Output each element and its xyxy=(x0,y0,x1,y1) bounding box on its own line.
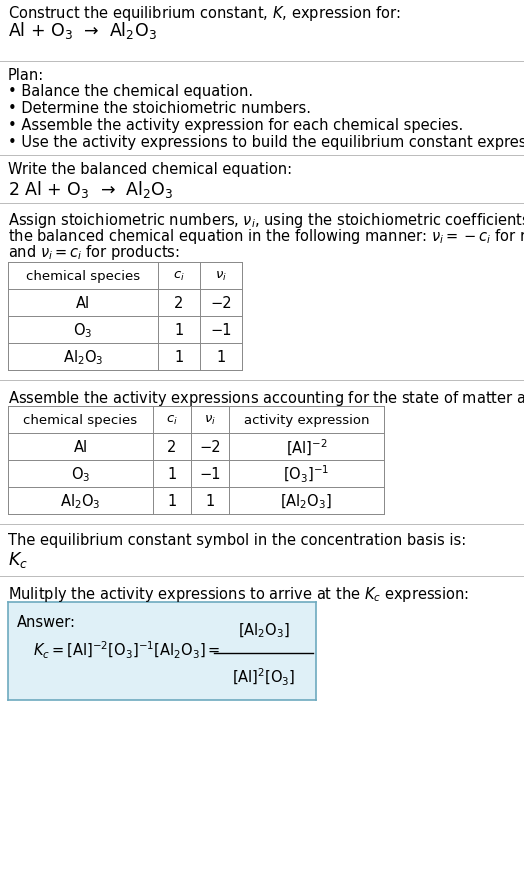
Text: Answer:: Answer: xyxy=(17,614,76,629)
Text: $[\mathrm{Al_2O_3}]$: $[\mathrm{Al_2O_3}]$ xyxy=(237,620,290,639)
Text: $K_c$: $K_c$ xyxy=(8,550,28,569)
Text: 1: 1 xyxy=(205,493,215,509)
Text: 2: 2 xyxy=(174,296,184,310)
Text: −1: −1 xyxy=(210,323,232,338)
Text: 1: 1 xyxy=(167,493,177,509)
Text: The equilibrium constant symbol in the concentration basis is:: The equilibrium constant symbol in the c… xyxy=(8,533,466,547)
Text: • Determine the stoichiometric numbers.: • Determine the stoichiometric numbers. xyxy=(8,101,311,116)
Text: Al$_2$O$_3$: Al$_2$O$_3$ xyxy=(60,492,101,510)
Text: −1: −1 xyxy=(199,467,221,482)
Text: 1: 1 xyxy=(167,467,177,482)
Text: $\nu_i$: $\nu_i$ xyxy=(215,270,227,283)
Text: $c_i$: $c_i$ xyxy=(173,270,185,283)
Text: [Al$_2$O$_3$]: [Al$_2$O$_3$] xyxy=(280,492,333,510)
Text: Al: Al xyxy=(76,296,90,310)
Text: • Balance the chemical equation.: • Balance the chemical equation. xyxy=(8,84,253,99)
Text: [Al]$^{-2}$: [Al]$^{-2}$ xyxy=(286,437,328,457)
Text: 2: 2 xyxy=(167,440,177,454)
Text: $[\mathrm{Al}]^2[\mathrm{O_3}]$: $[\mathrm{Al}]^2[\mathrm{O_3}]$ xyxy=(232,666,296,687)
Text: Construct the equilibrium constant, $K$, expression for:: Construct the equilibrium constant, $K$,… xyxy=(8,4,401,23)
Text: 2 Al + O$_3$  →  Al$_2$O$_3$: 2 Al + O$_3$ → Al$_2$O$_3$ xyxy=(8,179,173,199)
Text: $\nu_i$: $\nu_i$ xyxy=(204,414,216,426)
Text: O$_3$: O$_3$ xyxy=(73,321,93,340)
Text: $K_c = [\mathrm{Al}]^{-2}[\mathrm{O_3}]^{-1}[\mathrm{Al_2O_3}] = $: $K_c = [\mathrm{Al}]^{-2}[\mathrm{O_3}]^… xyxy=(32,639,220,660)
Text: 1: 1 xyxy=(174,323,183,338)
Text: Al$_2$O$_3$: Al$_2$O$_3$ xyxy=(63,348,103,367)
Text: Write the balanced chemical equation:: Write the balanced chemical equation: xyxy=(8,162,292,177)
Text: the balanced chemical equation in the following manner: $\nu_i = -c_i$ for react: the balanced chemical equation in the fo… xyxy=(8,227,524,246)
Text: Al: Al xyxy=(73,440,88,454)
Text: −2: −2 xyxy=(199,440,221,454)
Text: [O$_3$]$^{-1}$: [O$_3$]$^{-1}$ xyxy=(283,463,330,485)
Text: chemical species: chemical species xyxy=(24,414,138,426)
Text: • Use the activity expressions to build the equilibrium constant expression.: • Use the activity expressions to build … xyxy=(8,135,524,150)
Text: and $\nu_i = c_i$ for products:: and $\nu_i = c_i$ for products: xyxy=(8,243,180,262)
Text: Mulitply the activity expressions to arrive at the $K_c$ expression:: Mulitply the activity expressions to arr… xyxy=(8,585,469,603)
Text: 1: 1 xyxy=(216,350,226,365)
Text: Al + O$_3$  →  Al$_2$O$_3$: Al + O$_3$ → Al$_2$O$_3$ xyxy=(8,20,157,41)
Text: O$_3$: O$_3$ xyxy=(71,465,90,484)
Text: • Assemble the activity expression for each chemical species.: • Assemble the activity expression for e… xyxy=(8,118,463,133)
Text: Assign stoichiometric numbers, $\nu_i$, using the stoichiometric coefficients, $: Assign stoichiometric numbers, $\nu_i$, … xyxy=(8,211,524,230)
Text: $c_i$: $c_i$ xyxy=(166,414,178,426)
Text: −2: −2 xyxy=(210,296,232,310)
Text: activity expression: activity expression xyxy=(244,414,369,426)
Text: Plan:: Plan: xyxy=(8,68,44,83)
Text: Assemble the activity expressions accounting for the state of matter and $\nu_i$: Assemble the activity expressions accoun… xyxy=(8,389,524,408)
Text: 1: 1 xyxy=(174,350,183,365)
Text: chemical species: chemical species xyxy=(26,270,140,283)
